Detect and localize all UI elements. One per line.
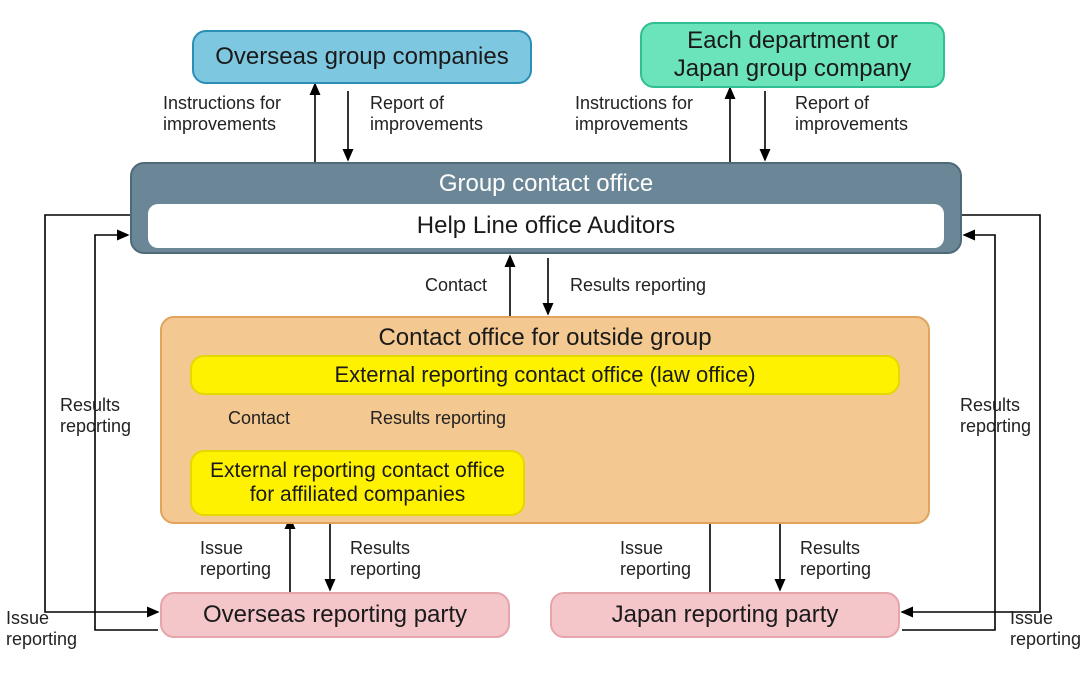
label-l_issue_br: Issue reporting xyxy=(1010,608,1081,649)
label-l_contact_mid: Contact xyxy=(425,275,487,296)
label-l_instr1: Instructions for improvements xyxy=(163,93,281,134)
label-l_results_jp: Results reporting xyxy=(800,538,871,579)
outside-group-title: Contact office for outside group xyxy=(162,324,928,352)
node-external-reporting-law-office: External reporting contact office (law o… xyxy=(190,355,900,395)
label-l_results_right: Results reporting xyxy=(960,395,1031,436)
label-l_contact_aff: Contact xyxy=(228,408,290,429)
node-each-department: Each department or Japan group company xyxy=(640,22,945,88)
diagram-canvas: Overseas group companies Each department… xyxy=(0,0,1086,681)
label-l_issue_jp: Issue reporting xyxy=(620,538,691,579)
label-l_instr2: Instructions for improvements xyxy=(575,93,693,134)
label-l_results_left: Results reporting xyxy=(60,395,131,436)
node-label: Help Line office Auditors xyxy=(417,212,675,240)
label-l_report2: Report of improvements xyxy=(795,93,908,134)
node-overseas-reporting-party: Overseas reporting party xyxy=(160,592,510,638)
node-label: Overseas group companies xyxy=(215,43,508,71)
node-japan-reporting-party: Japan reporting party xyxy=(550,592,900,638)
node-group-contact-office: Group contact office Help Line office Au… xyxy=(130,162,962,254)
node-overseas-group-companies: Overseas group companies xyxy=(192,30,532,84)
node-label: Japan reporting party xyxy=(612,601,839,629)
label-l_results_aff: Results reporting xyxy=(370,408,506,429)
node-helpline-auditors: Help Line office Auditors xyxy=(148,204,944,248)
node-label: External reporting contact office for af… xyxy=(210,459,505,507)
group-contact-title: Group contact office xyxy=(148,170,944,198)
node-label: External reporting contact office (law o… xyxy=(334,362,755,387)
node-label: Overseas reporting party xyxy=(203,601,467,629)
node-label: Each department or Japan group company xyxy=(674,27,912,82)
label-l_issue_bl: Issue reporting xyxy=(6,608,77,649)
label-l_report1: Report of improvements xyxy=(370,93,483,134)
node-external-reporting-affiliated: External reporting contact office for af… xyxy=(190,450,525,516)
label-l_issue_ov: Issue reporting xyxy=(200,538,271,579)
label-l_results_mid: Results reporting xyxy=(570,275,706,296)
label-l_results_ov: Results reporting xyxy=(350,538,421,579)
